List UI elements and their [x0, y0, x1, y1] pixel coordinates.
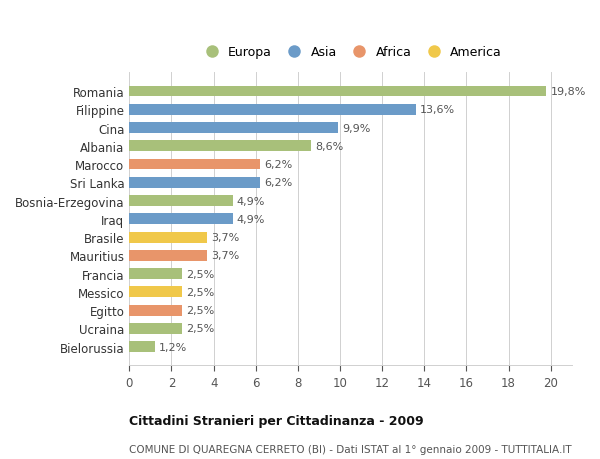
- Bar: [130, 196, 233, 207]
- Bar: [130, 305, 182, 316]
- Bar: [130, 178, 260, 188]
- Bar: [130, 214, 233, 225]
- Text: 19,8%: 19,8%: [551, 87, 586, 97]
- Text: 6,2%: 6,2%: [264, 178, 292, 188]
- Text: 6,2%: 6,2%: [264, 160, 292, 170]
- Text: 2,5%: 2,5%: [186, 305, 214, 315]
- Bar: [130, 323, 182, 334]
- Bar: [130, 287, 182, 297]
- Text: 3,7%: 3,7%: [212, 251, 240, 261]
- Text: 2,5%: 2,5%: [186, 324, 214, 334]
- Bar: [130, 86, 547, 97]
- Text: 2,5%: 2,5%: [186, 287, 214, 297]
- Text: 3,7%: 3,7%: [212, 233, 240, 242]
- Bar: [130, 250, 208, 261]
- Text: 8,6%: 8,6%: [315, 141, 343, 151]
- Bar: [130, 159, 260, 170]
- Bar: [130, 105, 416, 116]
- Text: COMUNE DI QUAREGNA CERRETO (BI) - Dati ISTAT al 1° gennaio 2009 - TUTTITALIA.IT: COMUNE DI QUAREGNA CERRETO (BI) - Dati I…: [130, 444, 572, 454]
- Text: 13,6%: 13,6%: [420, 105, 455, 115]
- Text: 1,2%: 1,2%: [159, 342, 187, 352]
- Text: 4,9%: 4,9%: [237, 196, 265, 206]
- Bar: [130, 341, 155, 353]
- Bar: [130, 141, 311, 152]
- Legend: Europa, Asia, Africa, America: Europa, Asia, Africa, America: [194, 41, 507, 64]
- Text: 4,9%: 4,9%: [237, 214, 265, 224]
- Bar: [130, 232, 208, 243]
- Text: 2,5%: 2,5%: [186, 269, 214, 279]
- Bar: [130, 269, 182, 280]
- Text: Cittadini Stranieri per Cittadinanza - 2009: Cittadini Stranieri per Cittadinanza - 2…: [130, 414, 424, 427]
- Bar: [130, 123, 338, 134]
- Text: 9,9%: 9,9%: [342, 123, 371, 133]
